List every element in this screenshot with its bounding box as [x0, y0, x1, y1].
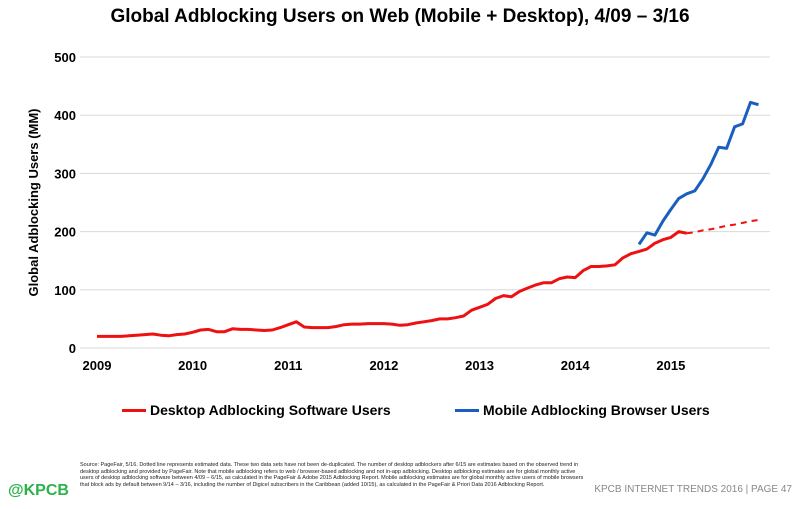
- y-tick-label: 200: [54, 225, 76, 240]
- chart-title: Global Adblocking Users on Web (Mobile +…: [110, 6, 690, 27]
- kpcb-logo: @KPCB: [8, 482, 69, 499]
- page-footer: KPCB INTERNET TRENDS 2016 | PAGE 47: [594, 484, 792, 495]
- x-tick-label: 2012: [369, 358, 398, 373]
- x-tick-label: 2011: [274, 358, 302, 373]
- source-note: Source: PageFair, 5/16. Dotted line repr…: [80, 462, 584, 488]
- y-tick-label: 400: [54, 108, 76, 123]
- legend-item-mobile: Mobile Adblocking Browser Users: [455, 402, 710, 418]
- x-tick-label: 2009: [83, 358, 112, 373]
- legend-swatch: [122, 408, 146, 412]
- legend-item-desktop: Desktop Adblocking Software Users: [122, 402, 391, 418]
- series-line-estimated: [686, 219, 759, 235]
- line-chart: 0 100 200 300 400 500 2009 2010 2011 2012 2013 2014…: [26, 50, 770, 373]
- y-tick-label: 100: [54, 283, 76, 298]
- x-tick-label: 2014: [561, 358, 591, 373]
- legend-label: Mobile Adblocking Browser Users: [483, 402, 710, 418]
- series-line: [637, 100, 759, 246]
- legend-swatch: [455, 408, 479, 412]
- y-tick-label: 500: [54, 50, 76, 65]
- legend-label: Desktop Adblocking Software Users: [150, 402, 391, 418]
- y-axis-label: Global Adblocking Users (MM): [26, 108, 41, 296]
- x-tick-label: 2015: [656, 358, 685, 373]
- x-tick-label: 2013: [465, 358, 494, 373]
- y-tick-label: 300: [54, 166, 76, 181]
- y-tick-label: 0: [69, 341, 76, 356]
- x-tick-label: 2010: [178, 358, 207, 373]
- series-line: [97, 230, 688, 338]
